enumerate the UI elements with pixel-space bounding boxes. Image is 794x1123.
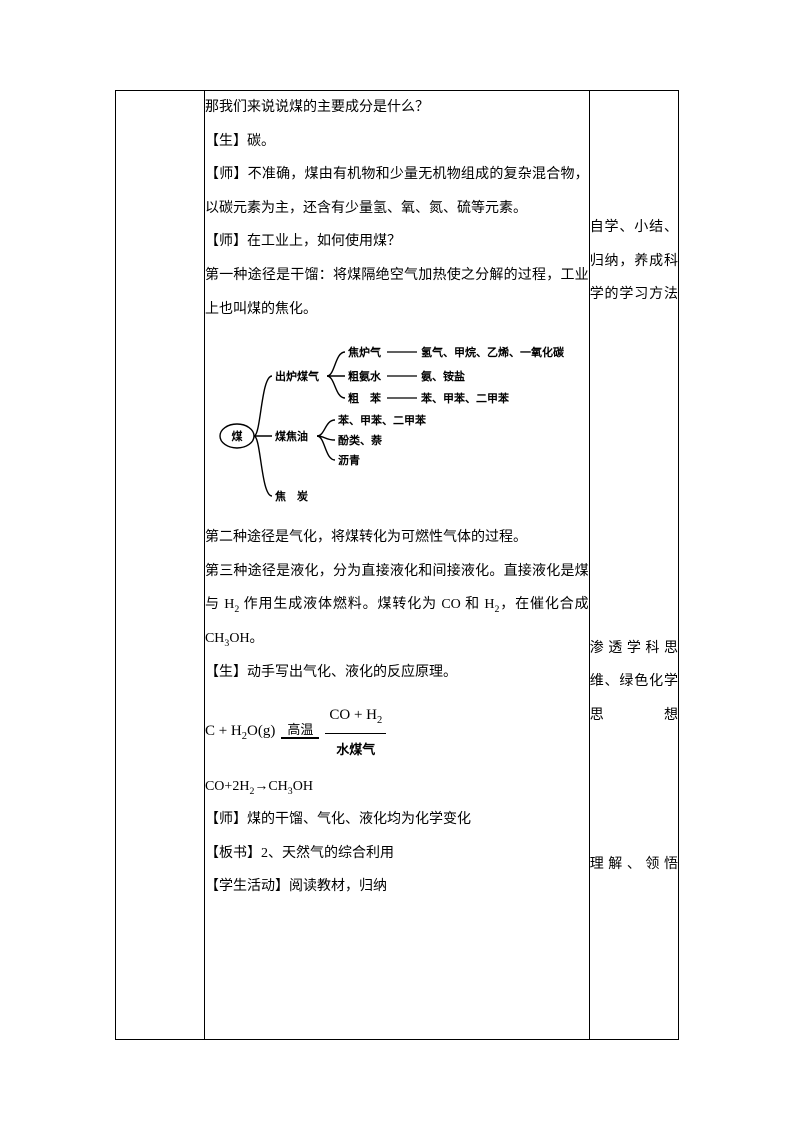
middle-column: 那我们来说说煤的主要成分是什么？ 【生】碳。 【师】不准确，煤由有机物和少量无机… [204,91,589,1040]
eq1-rtop: CO + H [329,707,377,723]
branch-gas: 出炉煤气 [275,369,319,383]
para-student-1: 【生】碳。 [205,125,589,159]
page-root: 那我们来说说煤的主要成分是什么？ 【生】碳。 【师】不准确，煤由有机物和少量无机… [0,0,794,1123]
right-column: 自学、小结、归纳，养成科学的学习方法 渗透学科思维、绿色化学思想 理解、领悟 [589,91,678,1040]
para-method-1: 第一种途径是干馏：将煤隔绝空气加热使之分解的过程，工业上也叫煤的焦化。 [205,259,589,326]
branch-tar: 煤焦油 [275,429,308,443]
eq1-l2: O(g) [247,723,275,739]
eq1-cond: 高温 [281,722,319,739]
p7b: 作用生成液体燃料。煤转化为 CO 和 H [244,597,495,612]
side-note-3: 理解、领悟 [590,848,678,882]
eq1-right: CO + H2 水煤气 [325,697,386,765]
para-teacher-3: 【师】煤的干馏、气化、液化均为化学变化 [205,803,589,837]
para-board: 【板书】2、天然气的综合利用 [205,837,589,871]
tree-root: 煤 [231,429,243,443]
left-column [116,91,205,1040]
leaf-cuben: 粗 苯 [348,391,382,405]
leaf-liqing: 沥青 [338,453,360,467]
leaf-cuben-r: 苯、甲苯、二甲苯 [420,391,510,405]
eq2-a: CO+2H [205,779,249,794]
branch-coke: 焦 炭 [274,489,308,503]
para-student-2: 【生】动手写出气化、液化的反应原理。 [205,656,589,690]
eq1-left: C + H2O(g) [205,713,275,749]
leaf-jiaolu-r: 氢气、甲烷、乙烯、一氧化碳 [421,345,565,359]
para-method-3: 第三种途径是液化，分为直接液化和间接液化。直接液化是煤与 H2 作用生成液体燃料… [205,555,589,656]
leaf-cuanshui: 粗氨水 [348,369,382,383]
tree-svg: 煤 出炉煤气 焦炉气 氢气、甲烷、乙烯、一氧化碳 [217,336,577,511]
para-activity: 【学生活动】阅读教材，归纳 [205,870,589,904]
side-note-2: 渗透学科思维、绿色化学思想 [590,632,678,733]
eq1-arrow: 高温 [281,722,319,742]
equation-2: CO+2H2→CH3OH [205,770,589,804]
eq1-l: C + H [205,723,242,739]
p7d: OH。 [229,631,263,646]
leaf-cuanshui-r: 氨、铵盐 [421,369,465,383]
eq1-ub-label: 水煤气 [336,734,375,765]
para-teacher-2: 【师】在工业上，如何使用煤？ [205,225,589,259]
equation-1: C + H2O(g) 高温 CO + H2 水煤气 [205,697,589,765]
para-method-2: 第二种途径是气化，将煤转化为可燃性气体的过程。 [205,521,589,555]
leaf-jiaolu: 焦炉气 [347,345,381,359]
p7s1: 2 [234,604,239,615]
para-question: 那我们来说说煤的主要成分是什么？ [205,91,589,125]
leaf-fen: 酚类、萘 [338,433,383,447]
eq2-arrow: →CH [254,779,287,794]
eq1-rsub2: 2 [377,715,382,726]
coal-tree-diagram: 煤 出炉煤气 焦炉气 氢气、甲烷、乙烯、一氧化碳 [217,336,577,511]
lesson-table: 那我们来说说煤的主要成分是什么？ 【生】碳。 【师】不准确，煤由有机物和少量无机… [115,90,679,1040]
para-teacher-1: 【师】不准确，煤由有机物和少量无机物组成的复杂混合物，以碳元素为主，还含有少量氢… [205,158,589,225]
eq2-b: OH [293,779,313,794]
leaf-ben: 苯、甲苯、二甲苯 [337,413,427,427]
side-note-1: 自学、小结、归纳，养成科学的学习方法 [590,211,678,312]
